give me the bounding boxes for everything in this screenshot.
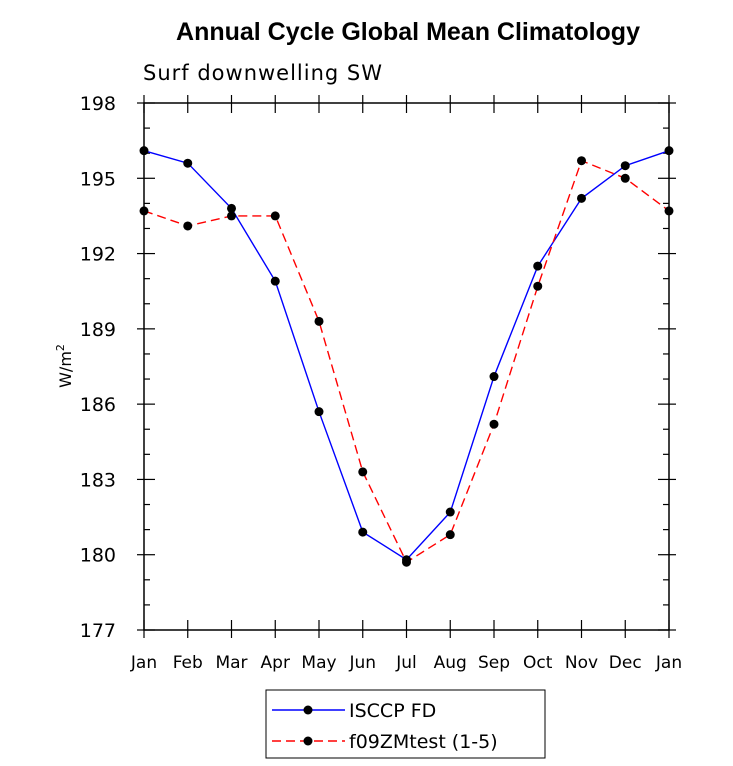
x-tick-label: Aug: [434, 653, 467, 673]
series-line-0: [143, 150, 670, 561]
chart-subtitle: Surf downwelling SW: [143, 61, 383, 85]
series-0-point: [227, 203, 236, 213]
series-1-point: [402, 557, 411, 567]
series-0-point: [183, 158, 193, 168]
y-axis-label: W/m2: [54, 344, 75, 388]
series-0-point: [358, 527, 368, 537]
y-tick-label: 183: [80, 469, 116, 491]
y-tick-label: 198: [80, 93, 116, 115]
x-tick-label: Feb: [173, 653, 203, 673]
x-tick-label: Jun: [348, 653, 376, 673]
y-tick-label: 186: [80, 394, 116, 416]
x-tick-label: Jul: [395, 653, 417, 673]
x-tick-label: Dec: [609, 653, 642, 673]
series-0-point: [314, 407, 324, 417]
x-tick-label: Jan: [655, 653, 682, 673]
y-tick-label: 192: [80, 244, 116, 266]
legend-marker-0: [303, 705, 313, 715]
series-1-point: [533, 281, 543, 291]
x-tick-label: Mar: [215, 653, 247, 673]
series-0-point: [270, 276, 280, 286]
x-tick-label: May: [301, 653, 336, 673]
x-tick-label: Nov: [565, 653, 598, 673]
legend-marker-1: [303, 736, 313, 746]
series-1-point: [314, 316, 324, 326]
series-1-point: [577, 156, 586, 166]
series-1-point: [183, 221, 193, 231]
axis-tick-labels: 198 195 192 189 186 183 180 177 Jan Feb Mar Apr May J…: [80, 93, 682, 673]
x-tick-label: Oct: [523, 653, 553, 673]
y-tick-label: 195: [80, 168, 116, 190]
x-tick-label: Jan: [130, 653, 157, 673]
series-0-point: [489, 372, 499, 382]
chart-title: Annual Cycle Global Mean Climatology: [176, 18, 640, 46]
plot-frame: [143, 102, 670, 631]
series-1-point: [489, 419, 499, 429]
y-tick-label: 177: [80, 620, 116, 642]
x-tick-label: Apr: [261, 653, 290, 673]
y-axis-label-text: W/m: [56, 351, 75, 388]
series-1-point: [358, 467, 368, 477]
y-tick-label: 189: [80, 319, 116, 341]
series-1-point: [620, 173, 630, 183]
series-0-point: [620, 161, 630, 171]
series-0-point: [577, 193, 586, 203]
x-tick-label: Sep: [478, 653, 510, 673]
svg-text:W/m2: W/m2: [54, 344, 75, 388]
series-line-1: [143, 159, 670, 564]
legend-box: [265, 689, 546, 759]
legend-label-1: f09ZMtest (1-5): [349, 731, 498, 753]
y-axis-label-superscript: 2: [54, 344, 67, 351]
y-tick-label: 180: [80, 545, 116, 567]
series-0-point: [445, 507, 455, 517]
series-1-point: [227, 211, 236, 221]
legend: ISCCP FD f09ZMtest (1-5): [265, 689, 546, 759]
series-0-point: [533, 261, 543, 271]
data-series: [139, 146, 674, 567]
series-1-point: [445, 530, 455, 540]
series-1-point: [270, 211, 280, 221]
legend-label-0: ISCCP FD: [349, 700, 436, 722]
